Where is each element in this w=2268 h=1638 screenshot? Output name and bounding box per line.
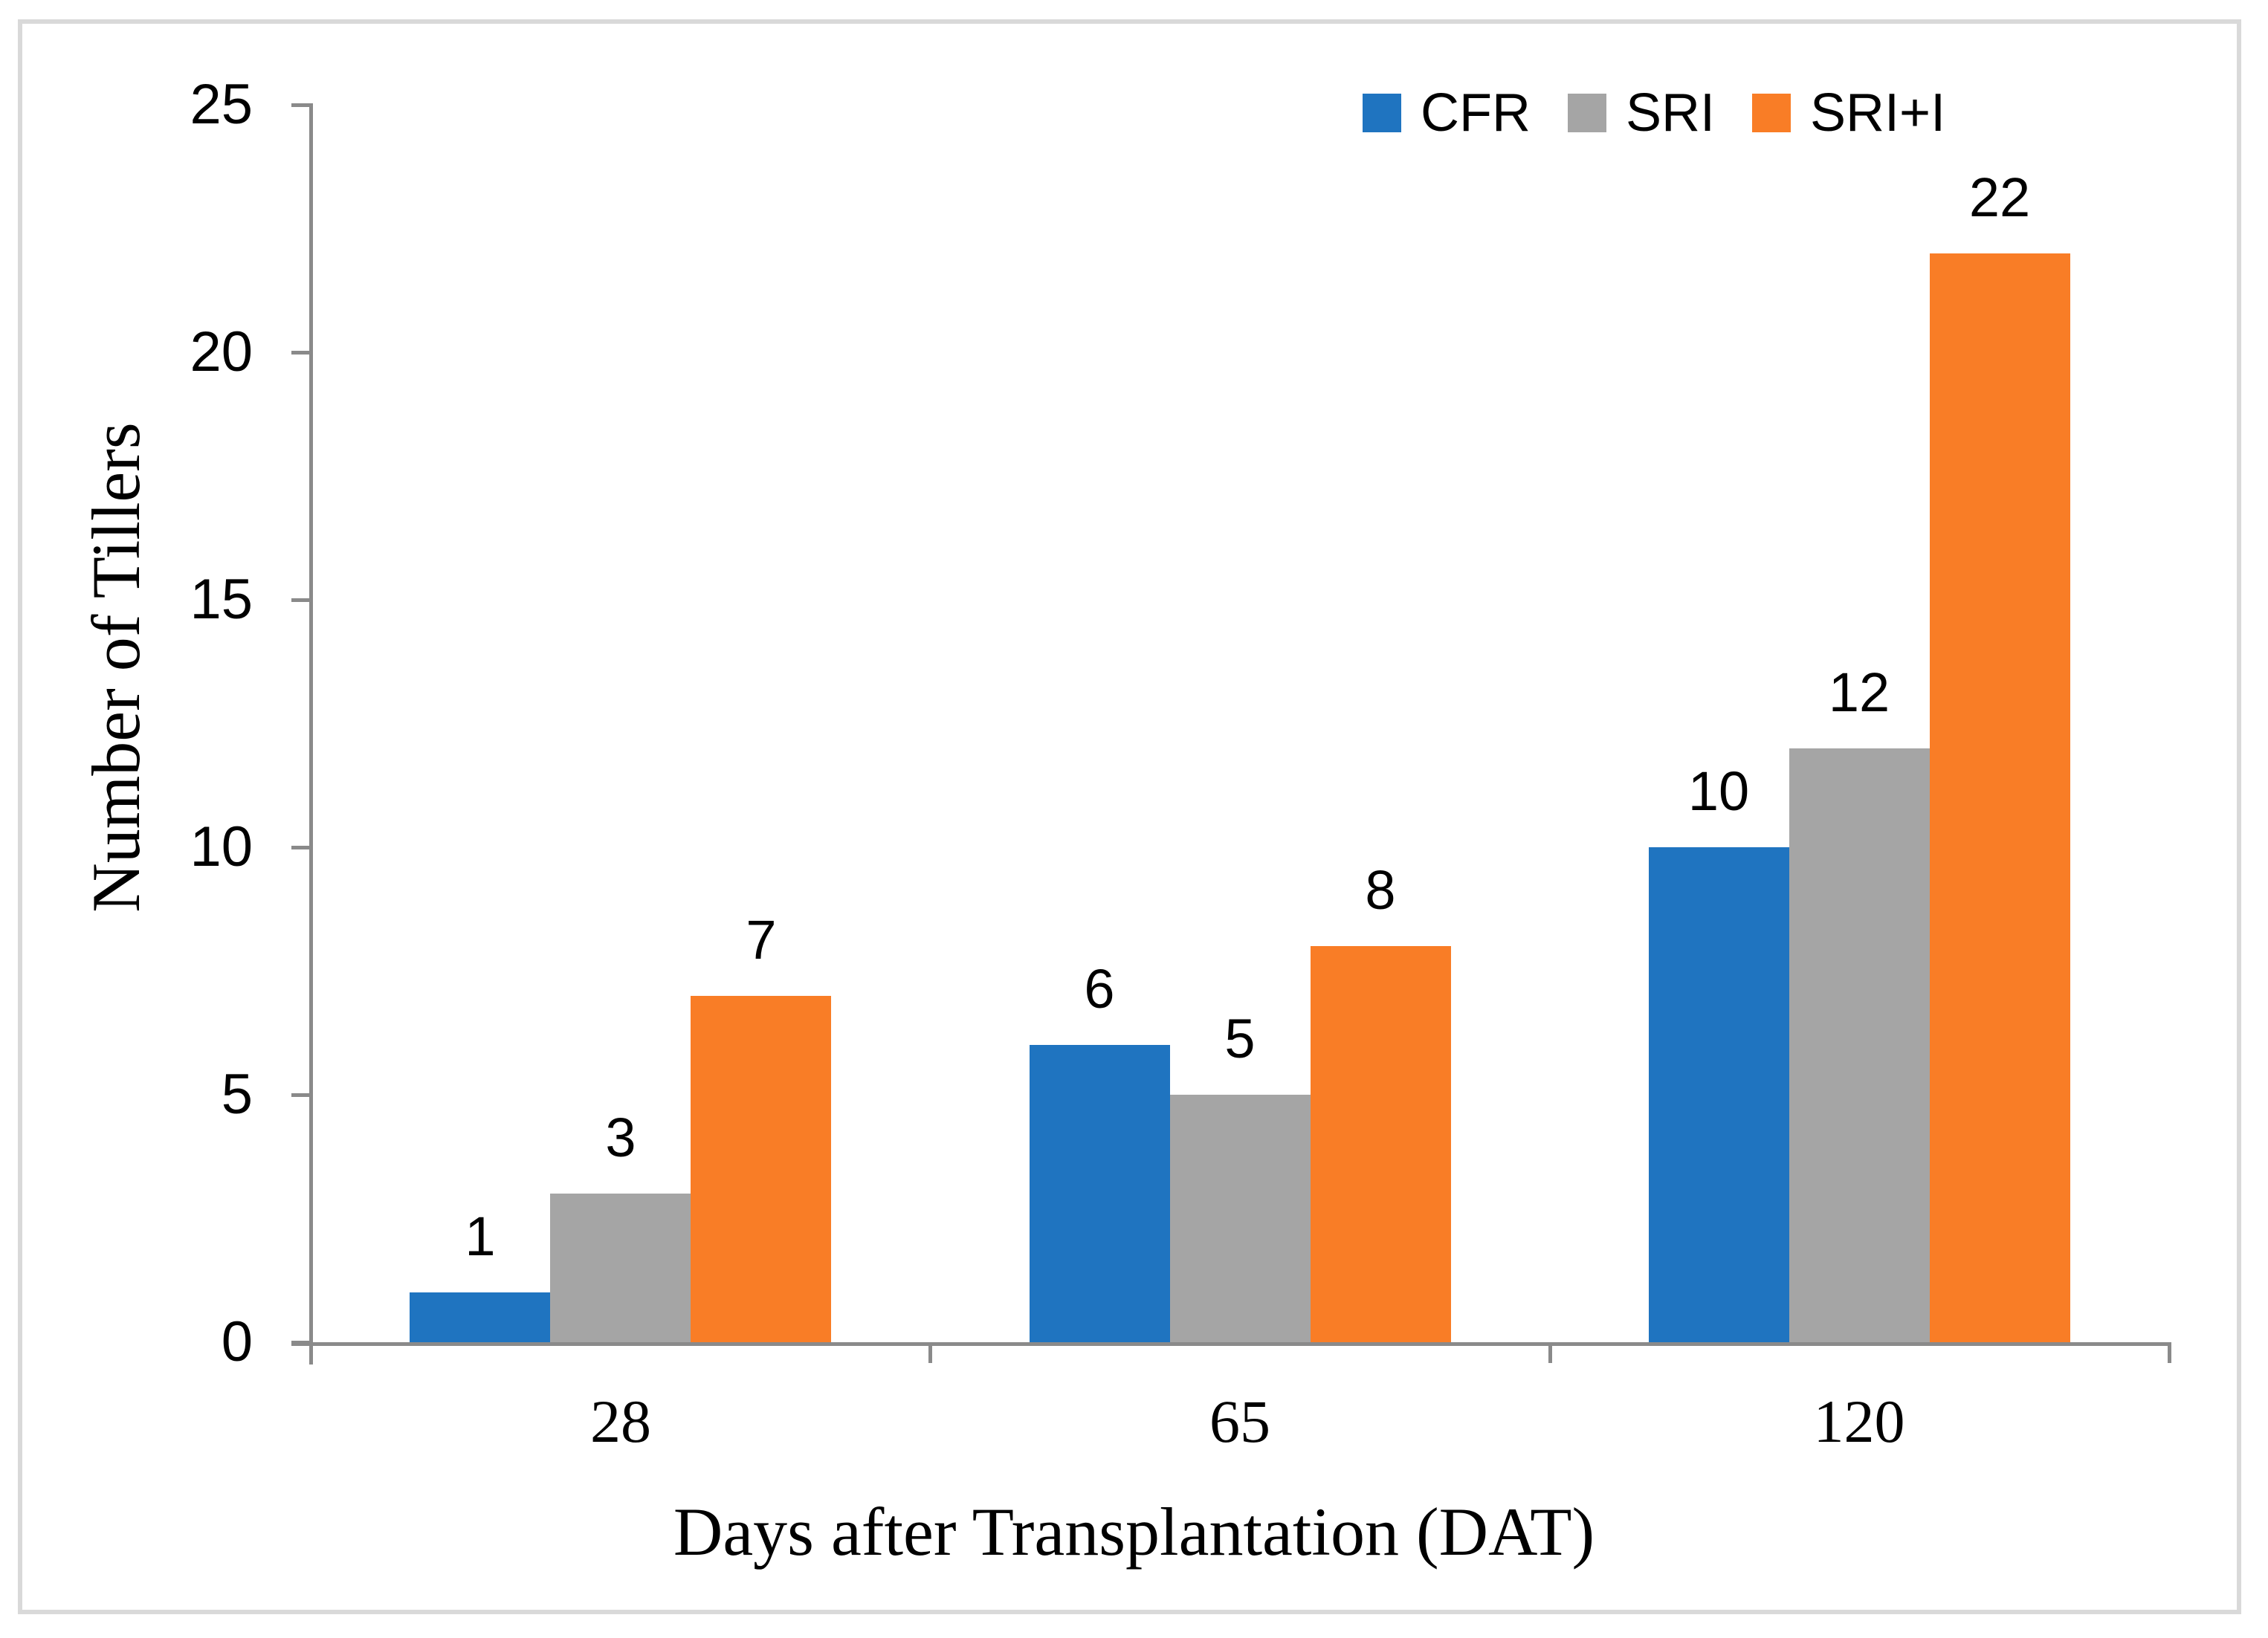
y-tick-10 [291,846,310,849]
chart-border [18,19,2241,1614]
value-label-CFR-28: 1 [465,1205,496,1267]
value-label-SRI-28: 3 [605,1107,636,1168]
bar-CFR-120 [1649,847,1789,1342]
y-tick-label-25: 25 [190,73,253,136]
value-label-SRI-65: 5 [1224,1008,1256,1069]
legend-item-cfr: CFR [1363,86,1531,140]
x-axis-title: Days after Transplantation (DAT) [673,1494,1595,1570]
y-tick-label-0: 0 [221,1310,253,1373]
x-tick-3 [2168,1342,2171,1363]
x-tick-label-120: 120 [1813,1388,1905,1455]
legend-item-sri-i: SRI+I [1752,86,1945,140]
bar-SRI+I-120 [1930,253,2070,1342]
bar-SRI-120 [1789,748,1930,1342]
legend-swatch-sri [1567,94,1606,132]
y-tick-15 [291,598,310,602]
legend-item-sri: SRI [1567,83,1716,143]
x-tick-2 [1548,1342,1552,1363]
legend-label-cfr: CFR [1421,83,1531,143]
y-axis-line [309,103,313,1365]
x-tick-1 [928,1342,932,1363]
x-axis-line [291,1342,2171,1346]
y-tick-20 [291,351,310,355]
y-tick-5 [291,1093,310,1097]
legend-swatch-cfr [1363,94,1401,132]
bar-SRI+I-28 [691,996,831,1342]
y-tick-label-20: 20 [190,320,253,383]
y-tick-label-10: 10 [190,815,253,878]
bar-CFR-65 [1030,1045,1170,1342]
value-label-CFR-65: 6 [1084,958,1115,1020]
plot-area [311,105,2169,1342]
bar-SRI-65 [1170,1095,1311,1342]
y-tick-label-15: 15 [190,568,253,631]
legend: CFR SRI SRI+I [1363,86,1945,140]
y-tick-25 [291,103,310,107]
bar-CFR-28 [410,1292,550,1342]
bar-SRI+I-65 [1311,946,1451,1342]
legend-label-sri-i: SRI+I [1810,83,1946,143]
bar-SRI-28 [550,1194,691,1342]
y-tick-0 [291,1341,310,1344]
x-tick-label-28: 28 [590,1388,651,1455]
value-label-SRI+I-65: 8 [1365,859,1396,921]
value-label-SRI+I-28: 7 [746,909,777,971]
legend-swatch-sri-i [1752,94,1792,132]
x-tick-label-65: 65 [1209,1388,1270,1455]
value-label-SRI+I-120: 22 [1968,166,2031,228]
y-tick-label-5: 5 [221,1063,253,1126]
value-label-CFR-120: 10 [1687,760,1750,822]
value-label-SRI-120: 12 [1828,661,1890,723]
legend-label-sri: SRI [1625,83,1716,143]
